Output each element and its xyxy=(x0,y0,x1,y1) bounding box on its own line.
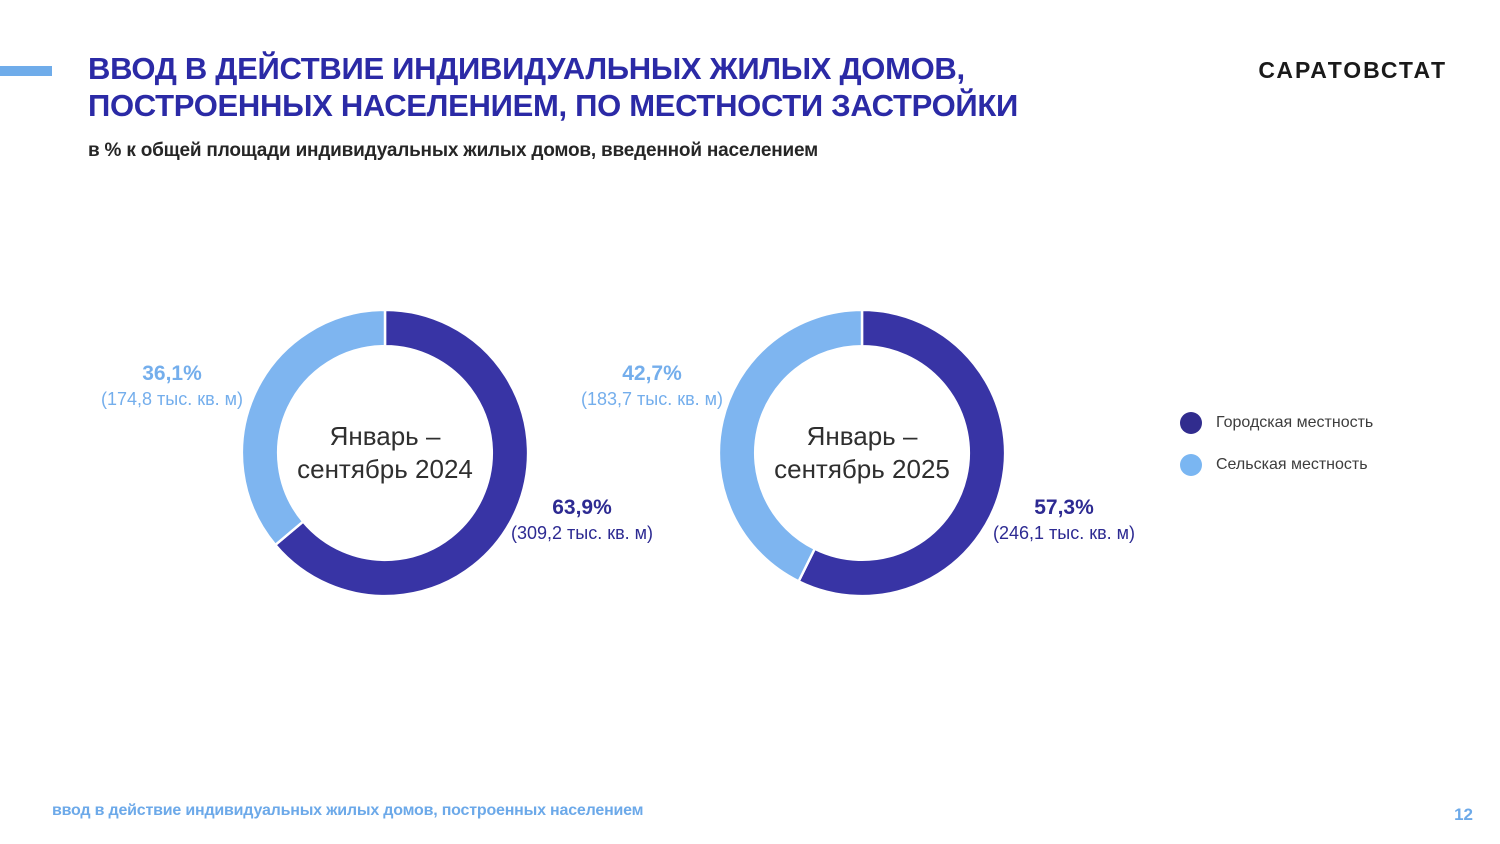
page-number: 12 xyxy=(1454,805,1473,824)
label-2025-urban-absolute: (246,1 тыс. кв. м) xyxy=(992,523,1136,543)
legend-label-rural: Сельская местность xyxy=(1216,456,1368,473)
subtitle: в % к общей площади индивидуальных жилых… xyxy=(88,140,818,161)
donut-center-label-2025-line2: сентябрь 2025 xyxy=(774,454,950,484)
legend-swatch-rural xyxy=(1180,454,1202,476)
page-title-line2: ПОСТРОЕННЫХ НАСЕЛЕНИЕМ, ПО МЕСТНОСТИ ЗАС… xyxy=(88,88,1018,123)
donut-segment-rural xyxy=(240,308,387,547)
donut-center-label-2024: Январь – сентябрь 2024 xyxy=(235,420,535,486)
label-2024-rural: 36,1% (174,8 тыс. кв. м) xyxy=(57,360,287,412)
label-2025-rural-absolute: (183,7 тыс. кв. м) xyxy=(580,389,724,409)
saratovstat-logo: САРАТОВСТАТ xyxy=(1258,57,1447,83)
label-2025-rural: 42,7% (183,7 тыс. кв. м) xyxy=(537,360,767,412)
label-2025-rural-percent: 42,7% xyxy=(622,362,682,385)
legend-item-urban: Городская местность xyxy=(1180,402,1373,444)
donut-segment-rural xyxy=(717,308,864,583)
title-accent-bar xyxy=(0,66,52,76)
donut-center-label-2025: Январь – сентябрь 2025 xyxy=(712,420,1012,486)
legend: Городская местность Сельская местность xyxy=(1180,402,1373,486)
legend-item-rural: Сельская местность xyxy=(1180,444,1373,486)
footer-text: ввод в действие индивидуальных жилых дом… xyxy=(52,802,644,819)
label-2024-urban: 63,9% (309,2 тыс. кв. м) xyxy=(467,494,697,546)
page-title: ВВОД В ДЕЙСТВИЕ ИНДИВИДУАЛЬНЫХ ЖИЛЫХ ДОМ… xyxy=(88,50,1218,124)
label-2025-urban-percent: 57,3% xyxy=(1034,496,1094,519)
label-2025-urban: 57,3% (246,1 тыс. кв. м) xyxy=(949,494,1179,546)
donut-center-label-2024-line2: сентябрь 2024 xyxy=(297,454,473,484)
label-2024-rural-absolute: (174,8 тыс. кв. м) xyxy=(100,389,244,409)
label-2024-urban-absolute: (309,2 тыс. кв. м) xyxy=(510,523,654,543)
legend-label-urban: Городская местность xyxy=(1216,414,1374,431)
label-2024-urban-percent: 63,9% xyxy=(552,496,612,519)
donut-center-label-2025-line1: Январь – xyxy=(806,421,918,451)
donut-segment-urban xyxy=(797,308,1007,598)
donut-segment-urban xyxy=(273,308,530,598)
donut-center-label-2024-line1: Январь – xyxy=(329,421,441,451)
donut-chart-2025 xyxy=(717,308,1007,598)
legend-swatch-urban xyxy=(1180,412,1202,434)
label-2024-rural-percent: 36,1% xyxy=(142,362,202,385)
page-title-line1: ВВОД В ДЕЙСТВИЕ ИНДИВИДУАЛЬНЫХ ЖИЛЫХ ДОМ… xyxy=(88,51,965,86)
donut-chart-2024 xyxy=(240,308,530,598)
